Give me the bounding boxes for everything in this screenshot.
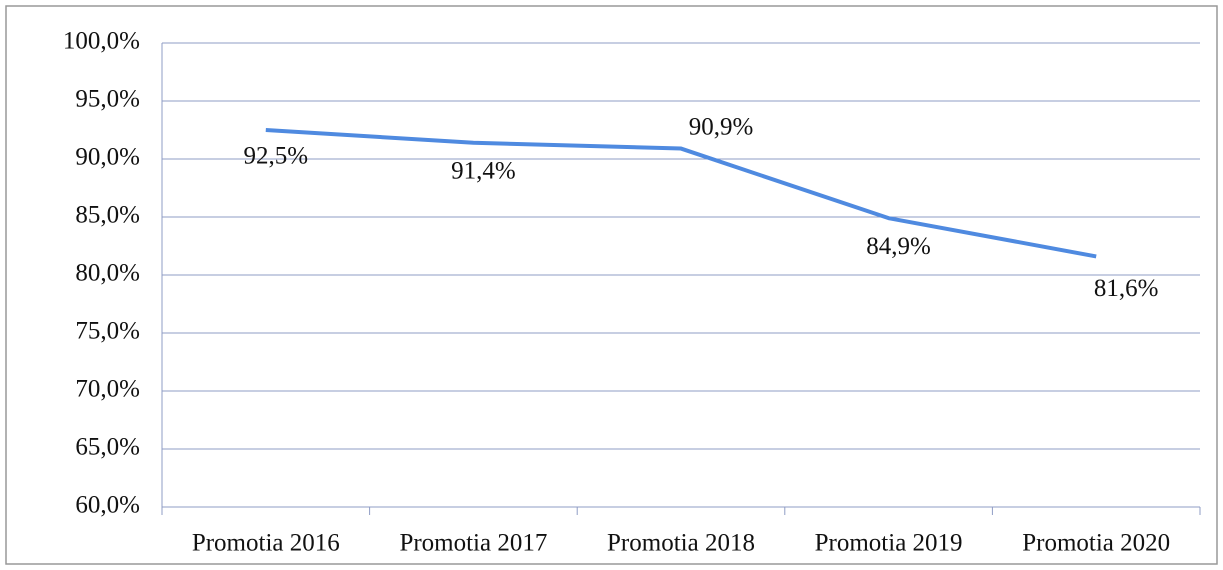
y-tick-label: 75,0% — [75, 318, 140, 345]
y-tick-label: 70,0% — [75, 376, 140, 403]
data-label: 90,9% — [689, 113, 754, 140]
chart-border — [5, 5, 1218, 565]
data-label: 81,6% — [1094, 275, 1159, 302]
y-tick-label: 90,0% — [75, 144, 140, 171]
x-tick-label: Promotia 2019 — [815, 530, 963, 557]
y-tick-label: 85,0% — [75, 202, 140, 229]
y-tick-label: 95,0% — [75, 86, 140, 113]
y-tick-label: 65,0% — [75, 434, 140, 461]
x-tick-label: Promotia 2017 — [399, 530, 547, 557]
y-tick-label: 80,0% — [75, 260, 140, 287]
data-label: 91,4% — [451, 157, 516, 184]
y-tick-label: 60,0% — [75, 492, 140, 519]
data-label: 84,9% — [866, 233, 931, 260]
x-tick-label: Promotia 2020 — [1022, 530, 1170, 557]
data-label: 92,5% — [244, 143, 309, 170]
x-tick-label: Promotia 2018 — [607, 530, 755, 557]
y-tick-label: 100,0% — [63, 28, 140, 55]
data-line — [265, 128, 1097, 259]
x-tick-label: Promotia 2016 — [192, 530, 340, 557]
